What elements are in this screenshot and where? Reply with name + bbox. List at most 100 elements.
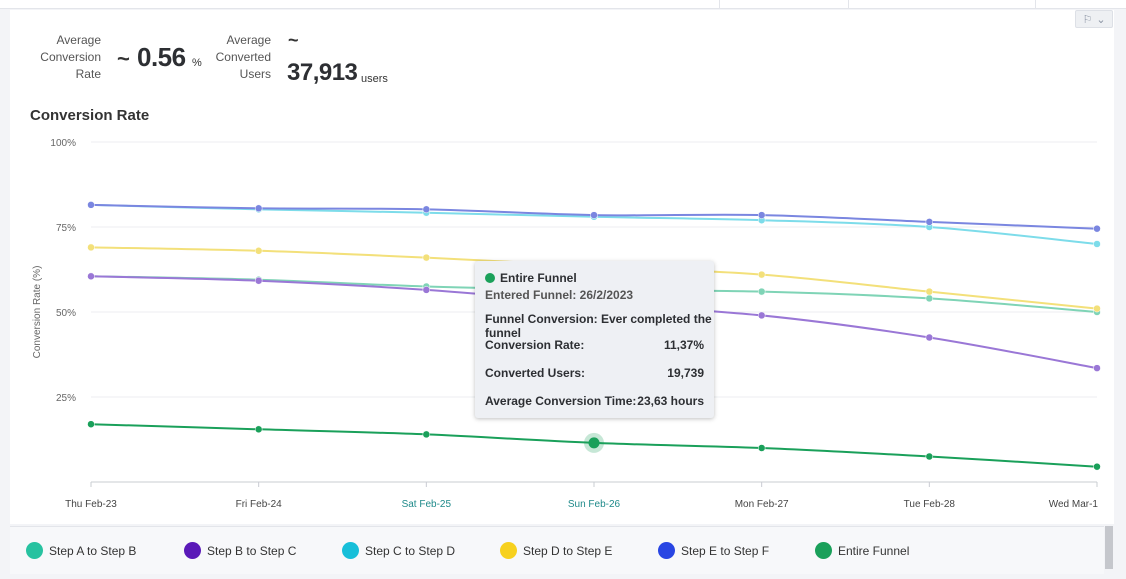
tooltip-description: Funnel Conversion: Ever completed the fu…	[485, 312, 712, 340]
flag-menu-button[interactable]: ⚐ ⌄	[1075, 10, 1113, 28]
legend-dot-icon	[500, 542, 517, 559]
data-point-step-e-to-step-f	[254, 204, 263, 213]
series-dot-icon	[485, 273, 495, 283]
y-tick-label: 75%	[56, 223, 76, 234]
data-point-step-d-to-step-e	[757, 270, 766, 279]
data-point-step-e-to-step-f	[87, 201, 95, 209]
tooltip-row: Conversion Rate: 11,37%	[485, 338, 704, 352]
chart-tooltip: Entire Funnel Entered Funnel: 26/2/2023 …	[475, 261, 714, 418]
legend-item-step-b-to-step-c[interactable]: Step B to Step C	[184, 542, 296, 559]
legend-label: Step E to Step F	[681, 543, 770, 558]
approx-symbol: ~	[288, 30, 299, 50]
chevron-down-icon: ⌄	[1096, 13, 1106, 26]
divider	[1035, 0, 1036, 9]
tooltip-row-value: 23,63 hours	[637, 394, 704, 408]
tooltip-row: Converted Users: 19,739	[485, 366, 704, 380]
tooltip-row-value: 19,739	[667, 366, 704, 380]
data-point-entire-funnel	[757, 444, 766, 452]
legend-label: Entire Funnel	[838, 543, 910, 558]
data-point-entire-funnel	[1093, 462, 1101, 471]
data-point-entire-funnel	[87, 420, 95, 428]
highlight-point	[588, 437, 600, 449]
data-point-step-b-to-step-c	[1093, 364, 1101, 372]
y-tick-label: 100%	[50, 138, 76, 149]
label-line: Converted	[215, 50, 271, 64]
tooltip-row-label: Conversion Rate:	[485, 338, 585, 352]
chart-legend: Step A to Step B Step B to Step C Step C…	[10, 526, 1104, 574]
legend-dot-icon	[184, 542, 201, 559]
legend-label: Step B to Step C	[207, 543, 297, 558]
data-point-step-d-to-step-e	[87, 243, 95, 252]
x-tick-label: Sun Feb-26	[568, 499, 621, 510]
series-line-step-c-to-step-d	[90, 203, 1098, 245]
x-tick-label: Sat Feb-25	[402, 499, 452, 510]
avg-conversion-unit: %	[192, 57, 202, 69]
legend-dot-icon	[658, 542, 675, 559]
summary-stats	[10, 10, 1114, 104]
data-point-entire-funnel	[254, 425, 263, 434]
legend-item-step-e-to-step-f[interactable]: Step E to Step F	[658, 542, 769, 559]
legend-label: Step C to Step D	[365, 543, 456, 558]
label-line: Conversion	[40, 50, 101, 64]
tooltip-row-label: Converted Users:	[485, 366, 586, 380]
divider	[848, 0, 849, 9]
legend-label: Step A to Step B	[49, 543, 137, 558]
data-point-step-d-to-step-e	[422, 253, 431, 262]
data-point-entire-funnel	[422, 430, 431, 439]
x-tick-label: Tue Feb-28	[904, 499, 956, 510]
divider	[719, 0, 720, 9]
flag-icon: ⚐	[1082, 13, 1093, 26]
chart-title: Conversion Rate	[30, 107, 150, 124]
data-point-step-d-to-step-e	[925, 287, 934, 296]
legend-item-step-d-to-step-e[interactable]: Step D to Step E	[500, 542, 612, 559]
data-point-step-d-to-step-e	[1093, 304, 1101, 313]
data-point-step-a-to-step-b	[925, 294, 934, 303]
data-point-step-d-to-step-e	[254, 247, 263, 255]
data-point-step-b-to-step-c	[87, 272, 95, 281]
tooltip-row: Average Conversion Time: 23,63 hours	[485, 394, 704, 408]
data-point-step-e-to-step-f	[757, 211, 766, 219]
data-point-step-c-to-step-d	[1093, 240, 1101, 248]
legend-item-entire-funnel[interactable]: Entire Funnel	[815, 542, 909, 559]
data-point-step-e-to-step-f	[422, 205, 431, 214]
data-point-step-b-to-step-c	[422, 286, 431, 294]
tooltip-row-value: 11,37%	[663, 338, 704, 352]
label-line: Users	[239, 67, 271, 81]
y-tick-label: 25%	[56, 393, 76, 404]
y-tick-label: 50%	[56, 308, 76, 319]
data-point-step-b-to-step-c	[925, 333, 934, 342]
legend-dot-icon	[26, 542, 43, 559]
data-point-step-e-to-step-f	[590, 211, 598, 219]
approx-symbol: ~	[117, 46, 130, 71]
label-line: Average	[56, 33, 101, 47]
legend-item-step-a-to-step-b[interactable]: Step A to Step B	[26, 542, 136, 559]
avg-converted-users-label: Average Converted Users	[200, 32, 271, 83]
legend-item-step-c-to-step-d[interactable]: Step C to Step D	[342, 542, 455, 559]
avg-conversion-value: 0.56	[137, 42, 186, 72]
tooltip-header: Entire Funnel	[485, 271, 577, 285]
label-line: Rate	[75, 67, 101, 81]
legend-dot-icon	[342, 542, 359, 559]
x-tick-label: Thu Feb-23	[65, 499, 117, 510]
tooltip-row-label: Average Conversion Time:	[485, 394, 637, 408]
x-tick-label: Fri Feb-24	[236, 499, 283, 510]
x-tick-label: Mon Feb-27	[735, 499, 789, 510]
tooltip-subtitle: Entered Funnel: 26/2/2023	[485, 288, 634, 302]
data-point-step-a-to-step-b	[757, 287, 766, 296]
top-strip	[0, 0, 1126, 9]
legend-dot-icon	[815, 542, 832, 559]
y-axis-label: Conversion Rate (%)	[32, 266, 43, 359]
data-point-step-b-to-step-c	[757, 311, 766, 320]
data-point-step-e-to-step-f	[925, 218, 934, 226]
x-tick-label: Wed Mar-1	[1049, 499, 1099, 510]
avg-conversion-label: Average Conversion Rate	[30, 32, 101, 83]
data-point-step-e-to-step-f	[1093, 224, 1101, 233]
data-point-entire-funnel	[925, 452, 934, 461]
avg-converted-users-value: 37,913	[287, 59, 358, 86]
tooltip-title: Entire Funnel	[500, 271, 577, 285]
legend-label: Step D to Step E	[523, 543, 613, 558]
avg-converted-users-unit: users	[361, 73, 388, 85]
legend-scrollbar[interactable]	[1105, 526, 1113, 569]
label-line: Average	[226, 33, 271, 47]
data-point-step-b-to-step-c	[254, 276, 263, 285]
